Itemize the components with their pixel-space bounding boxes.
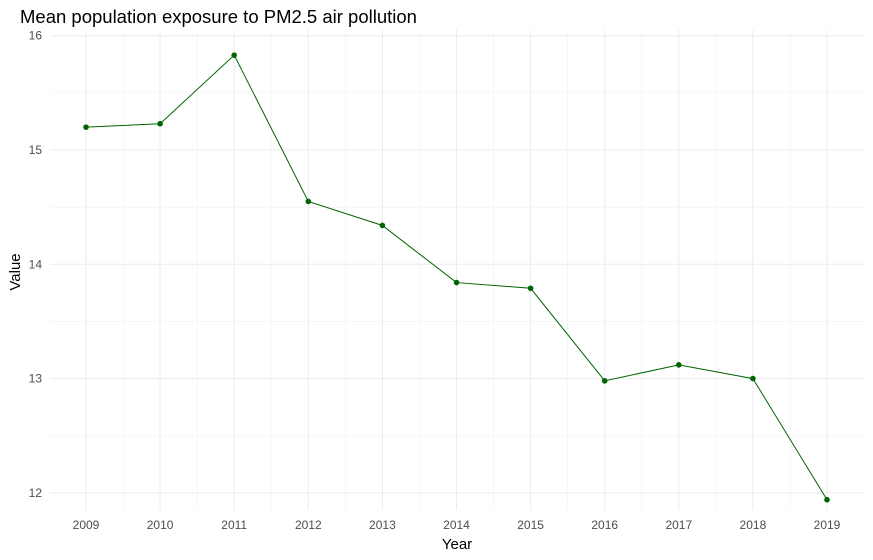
x-tick-label: 2012 xyxy=(295,518,322,532)
x-tick-label: 2013 xyxy=(369,518,396,532)
y-tick-label: 13 xyxy=(29,372,43,386)
x-tick-label: 2016 xyxy=(591,518,618,532)
x-axis-label: Year xyxy=(442,536,472,553)
data-point xyxy=(157,120,163,127)
data-point xyxy=(676,362,682,368)
y-tick-label: 12 xyxy=(29,486,43,500)
x-axis-ticks: 2009 2010 2011 2012 2013 2014 2015 2016 2017 2018… xyxy=(73,518,841,532)
x-tick-label: 2015 xyxy=(517,518,544,532)
data-point xyxy=(83,124,89,130)
x-tick-label: 2017 xyxy=(665,518,692,532)
data-point xyxy=(750,375,756,382)
data-point xyxy=(527,285,534,292)
x-tick-label: 2018 xyxy=(740,518,767,532)
data-point xyxy=(231,52,237,58)
y-axis-label: Value xyxy=(7,253,24,290)
x-tick-label: 2010 xyxy=(147,518,174,532)
data-point xyxy=(379,222,386,229)
x-tick-label: 2014 xyxy=(443,518,470,532)
x-tick-label: 2011 xyxy=(221,518,247,532)
data-point xyxy=(824,496,830,503)
y-tick-label: 15 xyxy=(29,143,43,157)
data-point xyxy=(305,198,312,205)
series-points-group xyxy=(83,52,830,503)
chart-title: Mean population exposure to PM2.5 air po… xyxy=(20,6,417,27)
data-point xyxy=(453,279,460,286)
data-point xyxy=(601,378,608,384)
grid xyxy=(50,30,864,510)
x-tick-label: 2019 xyxy=(814,518,841,532)
y-tick-label: 14 xyxy=(29,257,43,271)
y-axis-ticks: 12 13 14 15 16 xyxy=(29,29,43,500)
y-tick-label: 16 xyxy=(29,29,43,43)
x-tick-label: 2009 xyxy=(73,518,100,532)
